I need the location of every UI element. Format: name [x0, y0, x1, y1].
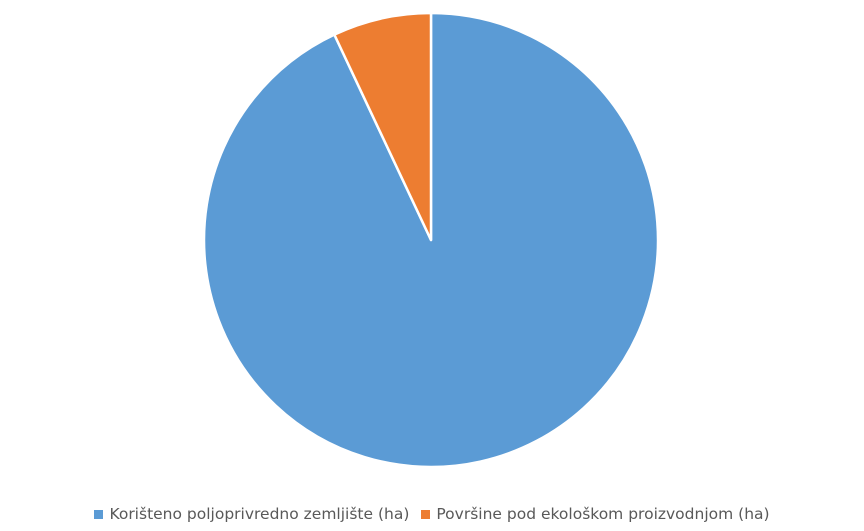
pie-slice-povrsine — [333, 11, 433, 242]
legend: Korišteno poljoprivredno zemljište (ha) … — [0, 500, 864, 528]
legend-label-povrsine: Površine pod ekološkom proizvodnjom (ha) — [436, 505, 770, 523]
legend-swatch-povrsine — [421, 509, 431, 519]
legend-item-povrsine: Površine pod ekološkom proizvodnjom (ha) — [421, 505, 770, 523]
legend-swatch-koristeno — [94, 509, 104, 519]
legend-item-koristeno: Korišteno poljoprivredno zemljište (ha) — [94, 505, 409, 523]
legend-label-koristeno: Korišteno poljoprivredno zemljište (ha) — [109, 505, 410, 523]
pie-chart — [202, 11, 660, 469]
